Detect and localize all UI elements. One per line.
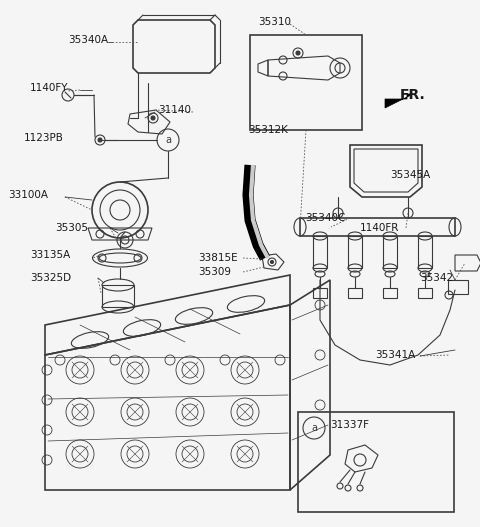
- Text: 35341A: 35341A: [375, 350, 415, 360]
- Bar: [298, 412, 454, 512]
- Bar: [313, 236, 327, 268]
- Polygon shape: [385, 94, 413, 108]
- Text: 35345A: 35345A: [390, 170, 430, 180]
- Bar: [448, 280, 468, 294]
- Text: 1140FR: 1140FR: [360, 223, 399, 233]
- Bar: [348, 288, 362, 298]
- Bar: [250, 35, 362, 130]
- Bar: [348, 236, 362, 268]
- Text: 35340A: 35340A: [68, 35, 108, 45]
- Bar: [418, 288, 432, 298]
- Bar: [383, 288, 397, 298]
- Text: 35342: 35342: [420, 273, 453, 283]
- Text: a: a: [311, 423, 317, 433]
- Text: 1140FY: 1140FY: [30, 83, 69, 93]
- Circle shape: [296, 51, 300, 55]
- Text: a: a: [165, 135, 171, 145]
- Circle shape: [98, 138, 102, 142]
- Circle shape: [271, 260, 274, 264]
- Bar: [383, 236, 397, 268]
- Bar: [102, 285, 134, 307]
- Text: 35305: 35305: [55, 223, 88, 233]
- Circle shape: [151, 116, 155, 120]
- Text: 35325D: 35325D: [30, 273, 71, 283]
- Text: 35309: 35309: [198, 267, 231, 277]
- Bar: [300, 218, 455, 236]
- Text: 35310: 35310: [258, 17, 291, 27]
- Text: 35340C: 35340C: [305, 213, 346, 223]
- Text: 31140: 31140: [158, 105, 191, 115]
- Bar: [418, 236, 432, 268]
- Text: FR.: FR.: [400, 88, 426, 102]
- Bar: [313, 288, 327, 298]
- Text: 35312K: 35312K: [248, 125, 288, 135]
- Text: 31337F: 31337F: [330, 420, 369, 430]
- Text: 1123PB: 1123PB: [24, 133, 64, 143]
- Text: 33815E: 33815E: [198, 253, 238, 263]
- Text: 33100A: 33100A: [8, 190, 48, 200]
- Text: 33135A: 33135A: [30, 250, 70, 260]
